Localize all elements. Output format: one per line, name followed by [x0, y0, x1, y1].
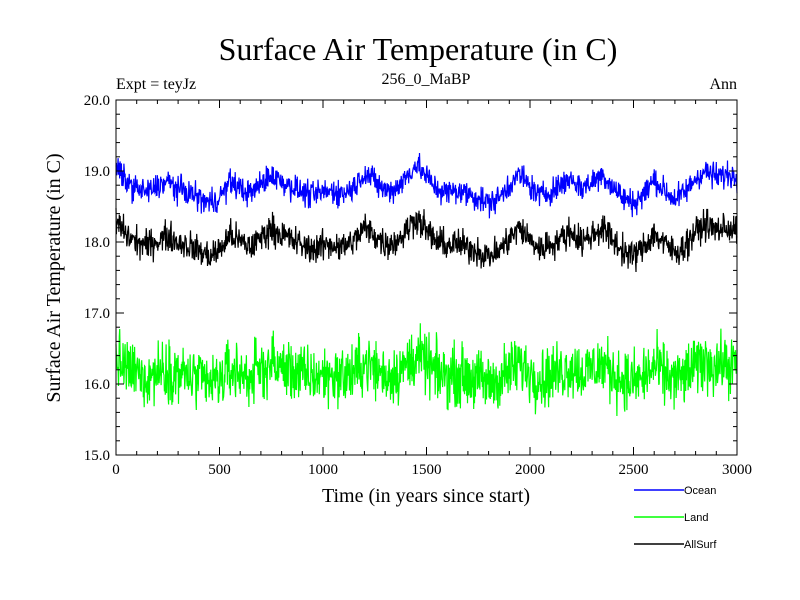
season-label: Ann [709, 76, 737, 93]
axes-layer: 0 500 1000 1500 2000 2500 3000 15.0 16.0 17.0 18.0… [84, 93, 752, 478]
experiment-label: Expt = teyJz [116, 76, 196, 93]
x-tick-label: 2500 [619, 462, 649, 478]
plot-frame [115, 99, 738, 456]
x-tick-label: 500 [208, 462, 231, 478]
series-line-land [115, 323, 738, 417]
x-tick-label: 2000 [515, 462, 545, 478]
series-layer [115, 152, 738, 417]
legend-label-land: Land [684, 512, 708, 524]
y-tick-label: 16.0 [84, 377, 110, 393]
y-tick-label: 18.0 [84, 235, 110, 251]
series-line-allsurf [115, 207, 738, 273]
legend-label-ocean: Ocean [684, 485, 716, 497]
period-label: 256_0_MaBP [382, 71, 471, 88]
x-tick-label: 3000 [722, 462, 752, 478]
y-axis-label: Surface Air Temperature (in C) [43, 153, 65, 402]
series-line-ocean [115, 152, 738, 219]
x-tick-label: 1000 [308, 462, 338, 478]
y-tick-label: 17.0 [84, 306, 110, 322]
x-axis-label: Time (in years since start) [322, 485, 530, 507]
legend-label-allsurf: AllSurf [684, 539, 717, 551]
y-tick-label: 19.0 [84, 164, 110, 180]
y-tick-label: 20.0 [84, 93, 110, 109]
legend: Ocean Land AllSurf [634, 485, 717, 551]
chart-title: Surface Air Temperature (in C) [219, 31, 618, 67]
x-tick-label: 0 [112, 462, 120, 478]
x-tick-label: 1500 [412, 462, 442, 478]
y-tick-label: 15.0 [84, 448, 110, 464]
